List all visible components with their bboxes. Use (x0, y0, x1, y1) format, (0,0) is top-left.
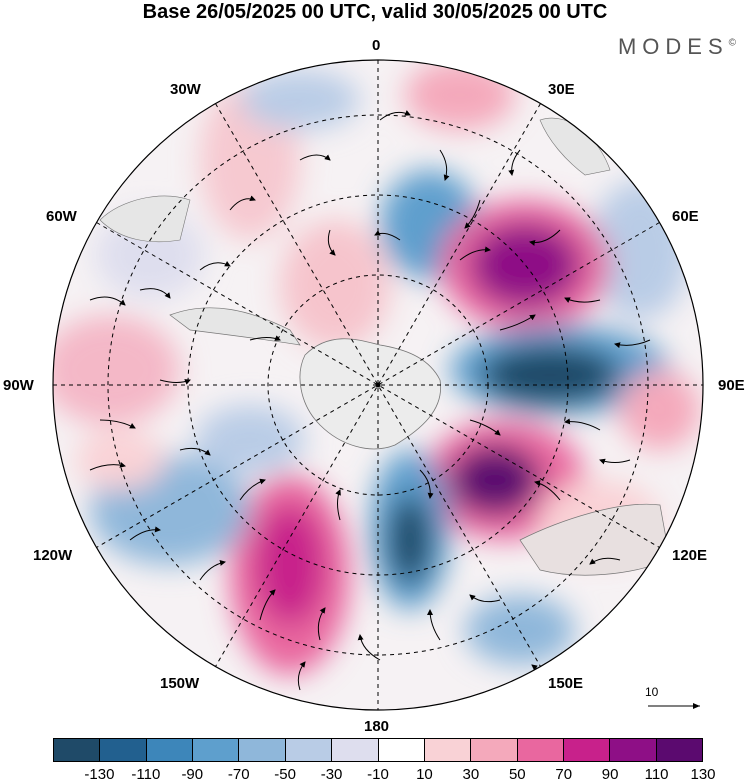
colorbar-segment (424, 739, 472, 761)
colorbar-tick-label: 110 (644, 766, 669, 783)
colorbar-segment (54, 739, 101, 761)
brand-text: MODES (617, 34, 729, 59)
map-boundary (52, 59, 704, 711)
colorbar-segment (517, 739, 564, 761)
brand-mark: © (728, 37, 736, 49)
colorbar-segment (285, 739, 333, 761)
label-lon-30w: 30W (170, 81, 201, 98)
antarctica-landmass (299, 338, 442, 450)
colorbar-tick-label: 70 (555, 766, 573, 783)
label-lon-120e: 120E (672, 547, 708, 564)
colorbar-tick-label: -90 (181, 766, 204, 783)
colorbar-tick-label: 90 (601, 766, 619, 783)
label-lon-0: 0 (372, 37, 381, 54)
south-pole-marker (375, 382, 381, 388)
graticule (53, 60, 703, 710)
peninsula-landmass (169, 307, 301, 346)
colorbar-segment (471, 739, 518, 761)
label-lon-30e: 30E (548, 81, 575, 98)
colorbar (53, 738, 703, 762)
colorbar-segment (146, 739, 194, 761)
reference-vector-arrow (648, 703, 700, 709)
colorbar-tick-label: 50 (508, 766, 526, 783)
colorbar-segment (193, 739, 240, 761)
label-lon-150w: 150W (160, 675, 200, 692)
south-america-landmass (99, 195, 191, 243)
africa-landmass (539, 117, 611, 176)
colorbar-segment (378, 739, 425, 761)
label-lon-90e: 90E (718, 377, 745, 394)
colorbar-tick-label: 30 (462, 766, 480, 783)
colorbar-segment (610, 739, 657, 761)
colorbar-tick-label: 130 (690, 766, 716, 783)
colorbar-segment (332, 739, 379, 761)
colorbar-segment (100, 739, 147, 761)
colorbar-tick-label: -70 (227, 766, 250, 783)
label-lon-150e: 150E (548, 675, 584, 692)
colorbar-tick-label: -110 (131, 766, 161, 783)
colorbar-tick-label: 10 (416, 766, 433, 783)
label-lon-60e: 60E (672, 208, 699, 225)
colorbar-segment (656, 739, 703, 761)
map-title: Base 26/05/2025 00 UTC, valid 30/05/2025… (142, 1, 608, 23)
colorbar-segment (563, 739, 611, 761)
colorbar-tick-label: -50 (274, 766, 296, 783)
colorbar-tick-label: -30 (320, 766, 343, 783)
label-lon-90w: 90W (3, 377, 34, 394)
australia-landmass (519, 503, 671, 576)
label-lon-60w: 60W (46, 208, 77, 225)
reference-vector-label: 10 (645, 685, 659, 699)
colorbar-tick-label: -130 (84, 766, 115, 783)
colorbar-segment (239, 739, 286, 761)
colorbar-tick-label: -10 (367, 766, 389, 783)
label-lon-180: 180 (364, 718, 390, 735)
label-lon-120w: 120W (33, 547, 73, 564)
modes-logo: MODES© (618, 34, 736, 60)
